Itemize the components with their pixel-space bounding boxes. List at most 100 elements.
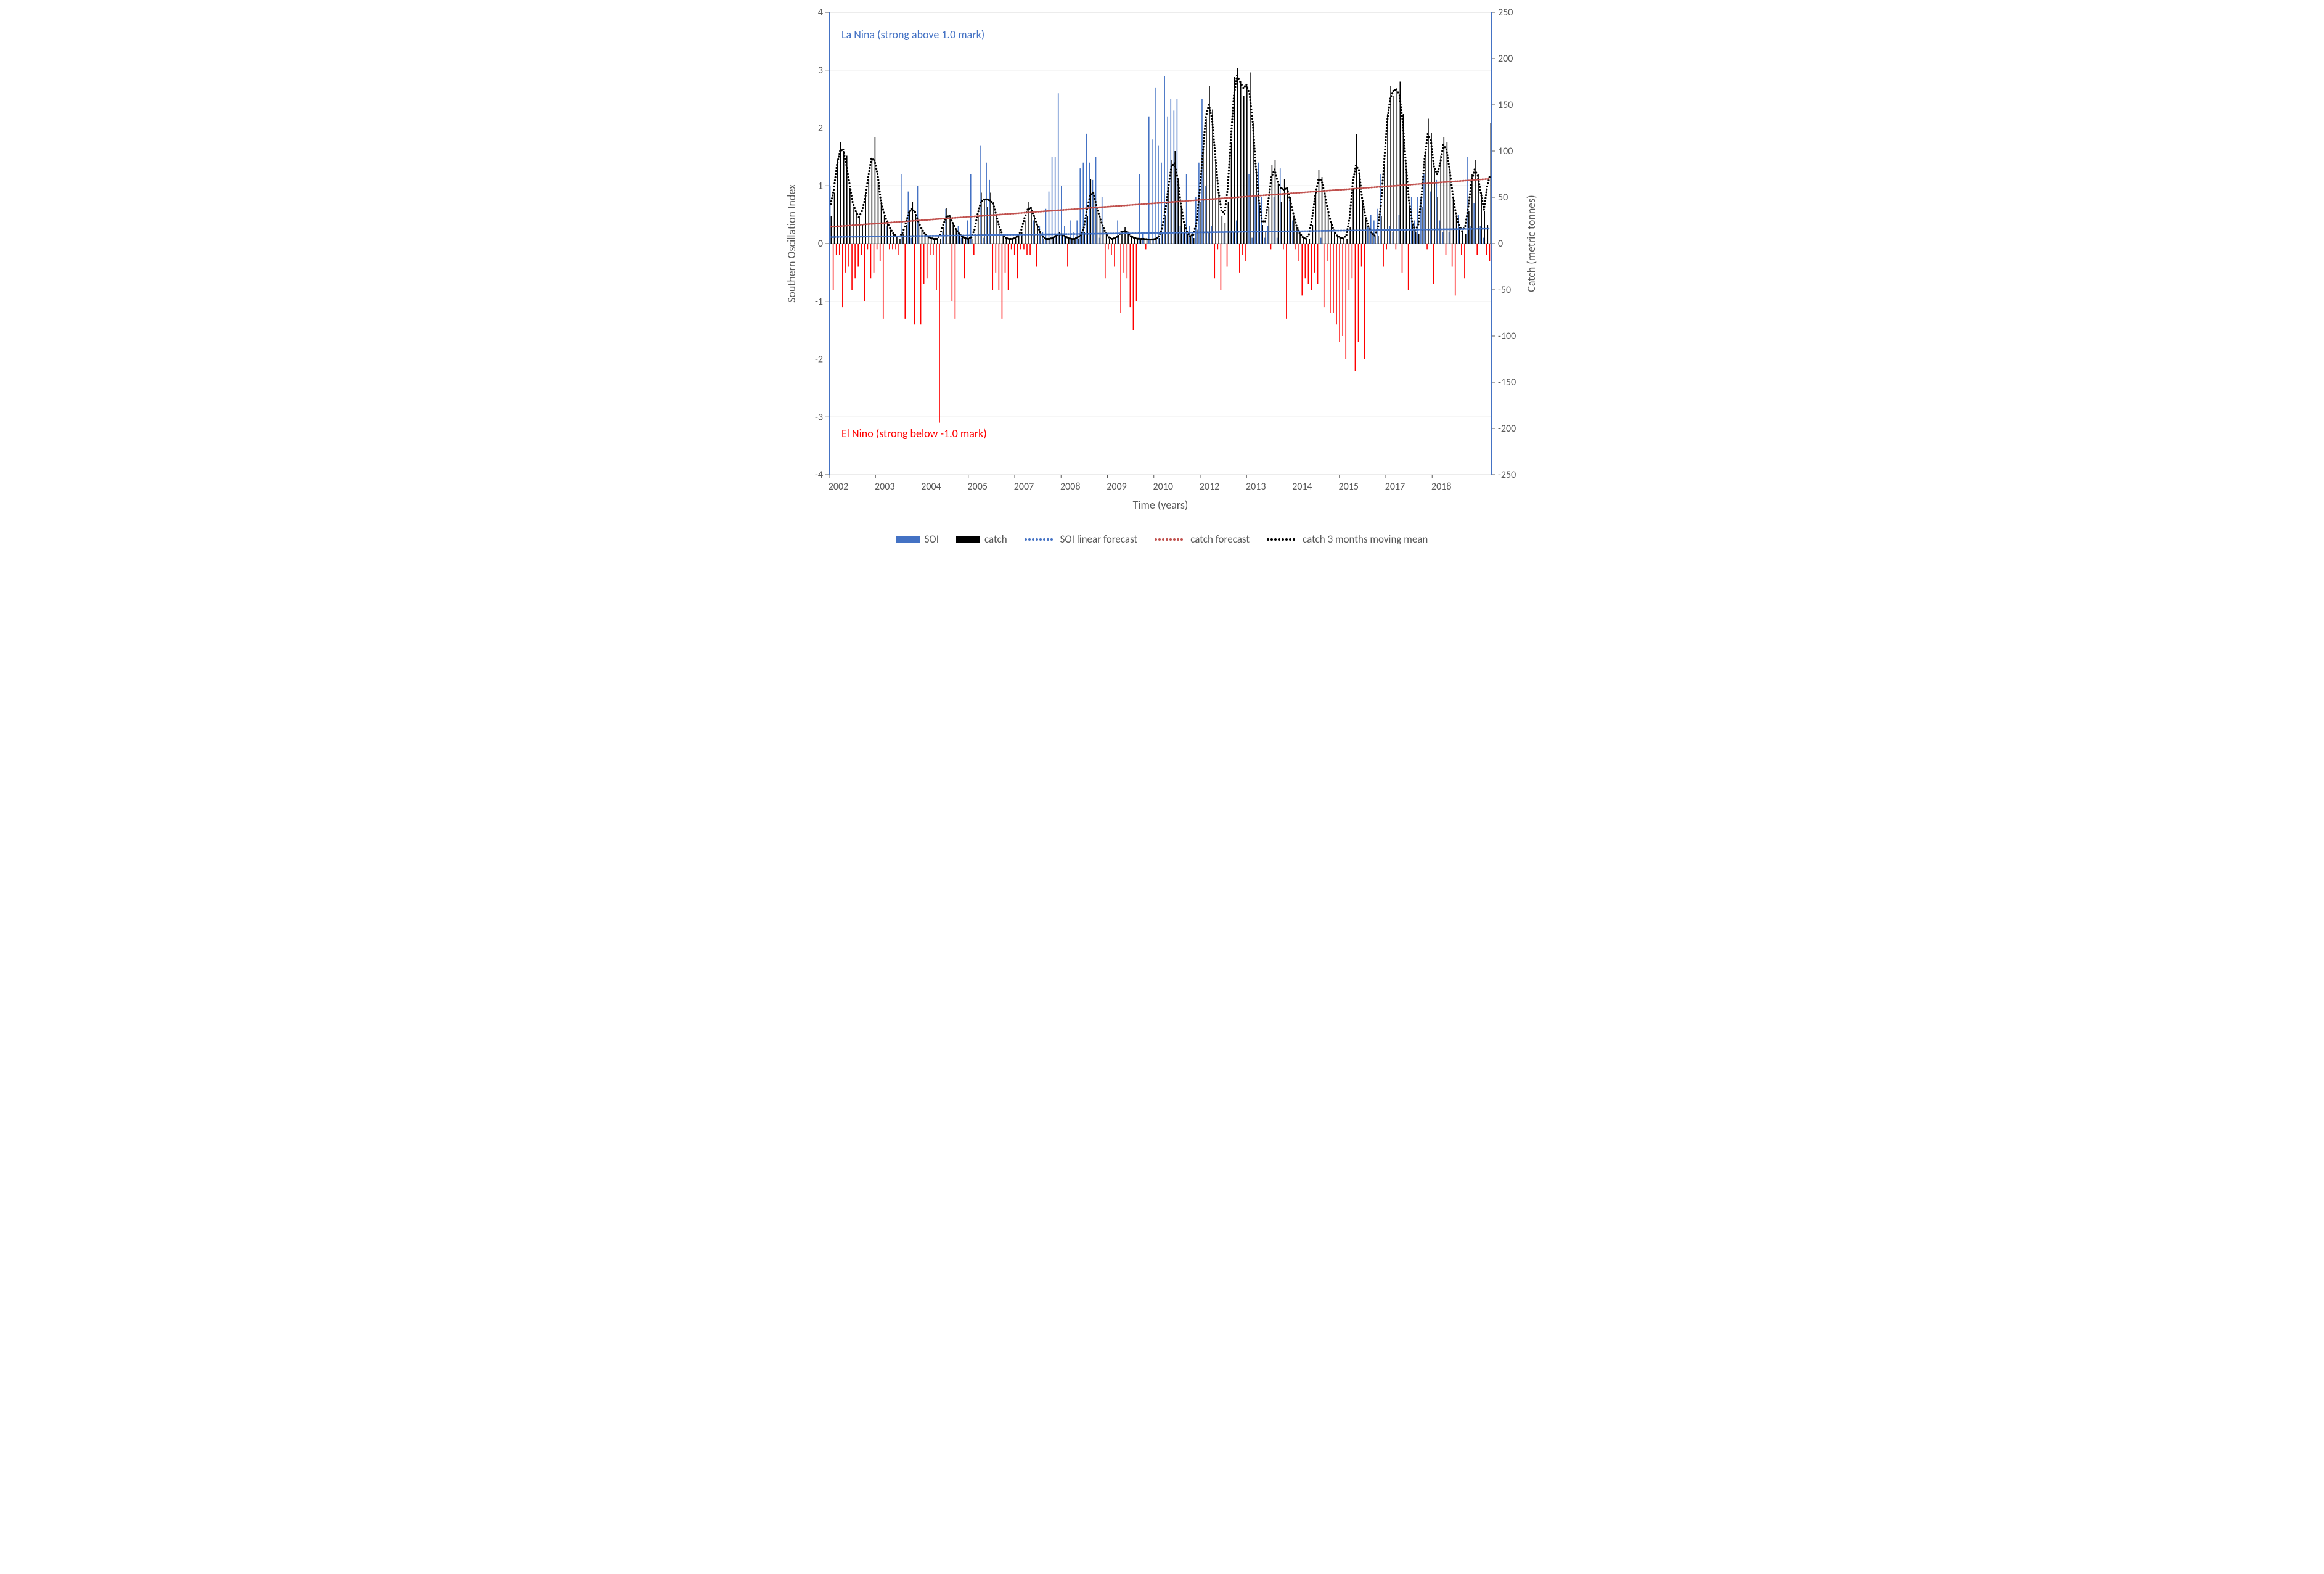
x-label: Time (years) bbox=[1133, 498, 1189, 512]
catch-bar bbox=[1168, 188, 1169, 244]
catch-bar bbox=[1346, 239, 1348, 244]
soi-bar bbox=[1174, 110, 1175, 244]
y-right-tick-label: 0 bbox=[1498, 238, 1503, 250]
soi-bar bbox=[874, 244, 875, 273]
legend-item-catch_forecast: catch forecast bbox=[1155, 533, 1250, 546]
catch-bar bbox=[987, 207, 988, 244]
soi-bar bbox=[955, 244, 956, 319]
soi-bar bbox=[1126, 244, 1127, 278]
soi-bar bbox=[1280, 168, 1281, 244]
catch-bar bbox=[906, 225, 907, 244]
soi-bar bbox=[1108, 244, 1109, 249]
soi-bar bbox=[1036, 244, 1037, 267]
y-right-label: Catch (metric tonnes) bbox=[1524, 195, 1538, 292]
soi-bar bbox=[1408, 244, 1409, 290]
catch-bar bbox=[856, 211, 857, 244]
x-tick-label: 2017 bbox=[1385, 481, 1405, 493]
catch-bar bbox=[1174, 151, 1176, 244]
soi-bar bbox=[923, 244, 925, 284]
soi-bar bbox=[1123, 244, 1124, 273]
catch-bar bbox=[837, 160, 838, 244]
soi-bar bbox=[1198, 163, 1200, 244]
soi-bar bbox=[1352, 244, 1353, 278]
x-tick-label: 2013 bbox=[1246, 481, 1266, 493]
soi-bar bbox=[1483, 238, 1484, 244]
soi-bar bbox=[1464, 244, 1465, 278]
soi-bar bbox=[1214, 244, 1215, 278]
x-tick-label: 2005 bbox=[968, 481, 988, 493]
soi-bar bbox=[967, 221, 968, 244]
catch-bar bbox=[909, 211, 910, 244]
catch-bar bbox=[1396, 91, 1397, 244]
soi-bar bbox=[1230, 232, 1231, 244]
soi-bar bbox=[1361, 244, 1362, 267]
catch-bar bbox=[1303, 238, 1304, 244]
soi-bar bbox=[1442, 232, 1444, 244]
soi-bar bbox=[1383, 244, 1384, 267]
catch-bar bbox=[1415, 232, 1417, 244]
catch-bar bbox=[1269, 207, 1270, 244]
catch-bar bbox=[1250, 73, 1251, 244]
legend-swatch-catch_ma bbox=[1267, 536, 1298, 543]
y-left-tick-label: 0 bbox=[818, 238, 823, 250]
soi-bar bbox=[1082, 163, 1084, 244]
catch-bar bbox=[1378, 236, 1379, 244]
catch-bar bbox=[1165, 216, 1166, 244]
soi-bar bbox=[1008, 244, 1009, 290]
catch-bar bbox=[949, 216, 951, 244]
catch-bar bbox=[1237, 68, 1238, 244]
soi-bar bbox=[1486, 244, 1487, 255]
y-left-tick-label: 4 bbox=[818, 7, 823, 18]
catch-bar bbox=[1372, 234, 1373, 244]
catch-bar bbox=[1034, 216, 1035, 244]
soi-bar bbox=[1373, 221, 1375, 244]
soi-bar bbox=[1298, 244, 1299, 261]
catch-bar bbox=[919, 221, 920, 244]
soi-bar bbox=[1430, 192, 1431, 244]
catch-bar bbox=[884, 216, 885, 244]
annotation-el-nino: El Nino (strong below -1.0 mark) bbox=[841, 427, 987, 440]
soi-bar bbox=[1336, 244, 1337, 324]
catch-bar bbox=[1465, 234, 1467, 244]
soi-bar bbox=[1102, 197, 1103, 244]
catch-bar bbox=[1225, 223, 1226, 244]
soi-bar bbox=[1067, 244, 1068, 267]
soi-bar bbox=[1467, 157, 1468, 244]
catch-bar bbox=[1491, 123, 1492, 244]
soi-bar bbox=[851, 244, 853, 290]
catch-bar bbox=[1349, 227, 1351, 244]
x-tick-label: 2009 bbox=[1107, 481, 1126, 493]
catch-bar bbox=[1097, 207, 1098, 244]
catch-bar bbox=[1412, 225, 1414, 244]
y-left-label: Southern Oscillation Index bbox=[785, 184, 798, 303]
soi-bar bbox=[1111, 244, 1112, 255]
y-right-tick-label: -200 bbox=[1498, 423, 1516, 435]
catch-bar bbox=[1078, 239, 1079, 244]
soi-bar bbox=[1433, 244, 1434, 284]
catch-bar bbox=[859, 216, 860, 244]
catch-bar bbox=[1246, 86, 1248, 244]
y-left-tick-label: -3 bbox=[815, 411, 823, 423]
catch-bar bbox=[868, 179, 869, 244]
soi-bar bbox=[1005, 244, 1006, 273]
y-left-tick-label: -4 bbox=[815, 469, 823, 481]
soi-bar bbox=[1148, 117, 1150, 244]
catch-bar bbox=[1115, 239, 1116, 244]
legend-item-soi: SOI bbox=[896, 533, 939, 546]
catch-bar bbox=[1309, 239, 1310, 244]
catch-bar bbox=[1118, 236, 1119, 244]
y-left-tick-label: -2 bbox=[815, 354, 823, 366]
legend-item-catch: catch bbox=[956, 533, 1007, 546]
soi-bar bbox=[914, 244, 915, 324]
soi-bar bbox=[1339, 244, 1340, 342]
catch-bar bbox=[1253, 123, 1254, 244]
catch-bar bbox=[1137, 239, 1139, 244]
soi-bar bbox=[1058, 93, 1059, 244]
x-tick-label: 2014 bbox=[1292, 481, 1312, 493]
y-right-tick-label: -150 bbox=[1498, 377, 1516, 388]
catch-bar bbox=[834, 193, 835, 244]
catch-bar bbox=[1352, 188, 1354, 244]
legend-label-catch: catch bbox=[984, 533, 1007, 546]
soi-bar bbox=[1055, 157, 1056, 244]
soi-bar bbox=[1308, 244, 1309, 284]
